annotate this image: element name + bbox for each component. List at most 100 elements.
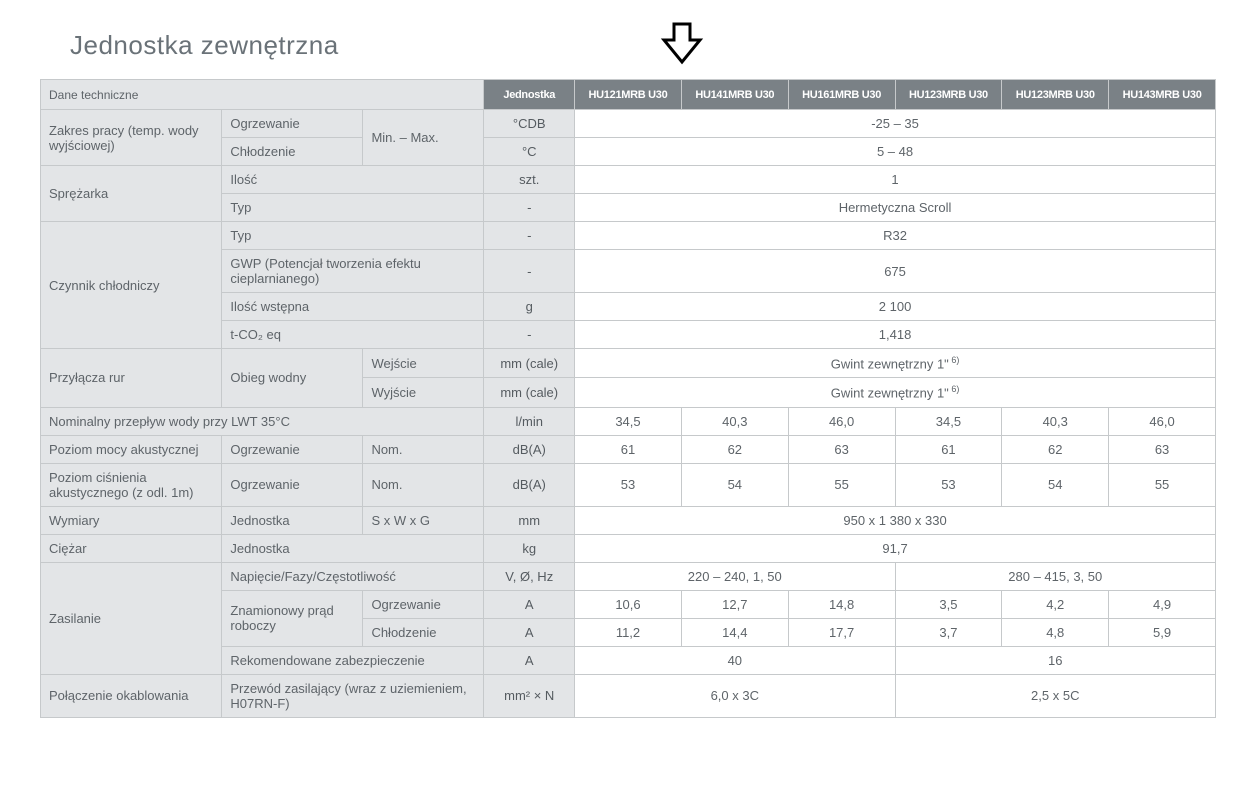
- ph-v1: 12,7: [681, 590, 788, 618]
- compressor-type: Typ: [222, 194, 484, 222]
- weight-val: 91,7: [575, 534, 1216, 562]
- model-0: HU121MRB U30: [575, 80, 682, 110]
- weight-unit: kg: [484, 534, 575, 562]
- sp-v0: 61: [575, 435, 682, 463]
- power-vpf: Napięcie/Fazy/Częstotliwość: [222, 562, 484, 590]
- flow-v0: 34,5: [575, 407, 682, 435]
- refrigerant-precharge: Ilość wstępna: [222, 293, 484, 321]
- dash-unit: -: [484, 321, 575, 349]
- wiring-sub: Przewód zasilający (wraz z uziemieniem, …: [222, 674, 484, 717]
- flow-v5: 46,0: [1109, 407, 1216, 435]
- model-5: HU143MRB U30: [1109, 80, 1216, 110]
- power-heat: Ogrzewanie: [363, 590, 484, 618]
- refrigerant-precharge-unit: g: [484, 293, 575, 321]
- soundpower-unit: dB(A): [484, 435, 575, 463]
- table-row: Wymiary Jednostka S x W x G mm 950 x 1 3…: [41, 506, 1216, 534]
- compressor-qty-unit: szt.: [484, 166, 575, 194]
- spr-v3: 53: [895, 463, 1002, 506]
- spr-v5: 55: [1109, 463, 1216, 506]
- table-row: Poziom mocy akustycznej Ogrzewanie Nom. …: [41, 435, 1216, 463]
- pc-v4: 4,8: [1002, 618, 1109, 646]
- pipes-unit: mm (cale): [484, 349, 575, 378]
- amp-unit: A: [484, 590, 575, 618]
- table-row: Połączenie okablowania Przewód zasilając…: [41, 674, 1216, 717]
- flow-v4: 40,3: [1002, 407, 1109, 435]
- pipes-circuit: Obieg wodny: [222, 349, 363, 408]
- weight-label: Ciężar: [41, 534, 222, 562]
- model-1: HU141MRB U30: [681, 80, 788, 110]
- wiring-unit: mm² × N: [484, 674, 575, 717]
- weight-sub: Jednostka: [222, 534, 484, 562]
- sp-v1: 62: [681, 435, 788, 463]
- dims-unit: mm: [484, 506, 575, 534]
- flow-v1: 40,3: [681, 407, 788, 435]
- range-minmax: Min. – Max.: [363, 110, 484, 166]
- model-2: HU161MRB U30: [788, 80, 895, 110]
- model-4: HU123MRB U30: [1002, 80, 1109, 110]
- compressor-qty-val: 1: [575, 166, 1216, 194]
- dash-unit: -: [484, 222, 575, 250]
- spec-table: Dane techniczne Jednostka HU121MRB U30 H…: [40, 79, 1216, 718]
- range-cool: Chłodzenie: [222, 138, 363, 166]
- spr-v2: 55: [788, 463, 895, 506]
- soundpower-sub: Ogrzewanie: [222, 435, 363, 463]
- header-unit-col: Jednostka: [484, 80, 575, 110]
- refrigerant-gwp: GWP (Potencjał tworzenia efektu cieplarn…: [222, 250, 484, 293]
- pipes-out-val: Gwint zewnętrzny 1" 6): [575, 378, 1216, 407]
- table-row: Przyłącza rur Obieg wodny Wejście mm (ca…: [41, 349, 1216, 378]
- soundpress-label: Poziom ciśnienia akustycznego (z odl. 1m…: [41, 463, 222, 506]
- wiring-a: 6,0 x 3C: [575, 674, 895, 717]
- power-vpf-a: 220 – 240, 1, 50: [575, 562, 895, 590]
- table-row: Nominalny przepływ wody przy LWT 35°C l/…: [41, 407, 1216, 435]
- power-fuse-a: 40: [575, 646, 895, 674]
- spr-v0: 53: [575, 463, 682, 506]
- flow-v2: 46,0: [788, 407, 895, 435]
- power-cool: Chłodzenie: [363, 618, 484, 646]
- refrigerant-type-val: R32: [575, 222, 1216, 250]
- power-label: Zasilanie: [41, 562, 222, 674]
- pc-v0: 11,2: [575, 618, 682, 646]
- refrigerant-gwp-val: 675: [575, 250, 1216, 293]
- compressor-qty: Ilość: [222, 166, 484, 194]
- refrigerant-precharge-val: 2 100: [575, 293, 1216, 321]
- sp-v5: 63: [1109, 435, 1216, 463]
- ph-v4: 4,2: [1002, 590, 1109, 618]
- dims-label: Wymiary: [41, 506, 222, 534]
- power-fuse-b: 16: [895, 646, 1215, 674]
- refrigerant-tco2: t-CO₂ eq: [222, 321, 484, 349]
- sp-v4: 62: [1002, 435, 1109, 463]
- ph-v5: 4,9: [1109, 590, 1216, 618]
- power-rated: Znamionowy prąd roboczy: [222, 590, 363, 646]
- table-row: Poziom ciśnienia akustycznego (z odl. 1m…: [41, 463, 1216, 506]
- ph-v2: 14,8: [788, 590, 895, 618]
- refrigerant-label: Czynnik chłodniczy: [41, 222, 222, 349]
- ph-v0: 10,6: [575, 590, 682, 618]
- pc-v2: 17,7: [788, 618, 895, 646]
- wiring-label: Połączenie okablowania: [41, 674, 222, 717]
- pc-v5: 5,9: [1109, 618, 1216, 646]
- power-fuse: Rekomendowane zabezpieczenie: [222, 646, 484, 674]
- table-row: Zakres pracy (temp. wody wyjściowej) Ogr…: [41, 110, 1216, 138]
- table-row: Zasilanie Napięcie/Fazy/Częstotliwość V,…: [41, 562, 1216, 590]
- wiring-b: 2,5 x 5C: [895, 674, 1215, 717]
- range-label: Zakres pracy (temp. wody wyjściowej): [41, 110, 222, 166]
- refrigerant-type: Typ: [222, 222, 484, 250]
- spr-v1: 54: [681, 463, 788, 506]
- pipes-label: Przyłącza rur: [41, 349, 222, 408]
- pipes-out: Wyjście: [363, 378, 484, 407]
- sp-v2: 63: [788, 435, 895, 463]
- range-heat-unit: °CDB: [484, 110, 575, 138]
- dims-axes: S x W x G: [363, 506, 484, 534]
- pipes-in: Wejście: [363, 349, 484, 378]
- dims-sub: Jednostka: [222, 506, 363, 534]
- range-cool-val: 5 – 48: [575, 138, 1216, 166]
- compressor-label: Sprężarka: [41, 166, 222, 222]
- model-3: HU123MRB U30: [895, 80, 1002, 110]
- power-vpf-unit: V, Ø, Hz: [484, 562, 575, 590]
- table-row: Ciężar Jednostka kg 91,7: [41, 534, 1216, 562]
- refrigerant-tco2-val: 1,418: [575, 321, 1216, 349]
- page-title: Jednostka zewnętrzna: [70, 30, 1216, 61]
- pipes-in-val: Gwint zewnętrzny 1" 6): [575, 349, 1216, 378]
- amp-unit3: A: [484, 646, 575, 674]
- dims-val: 950 x 1 380 x 330: [575, 506, 1216, 534]
